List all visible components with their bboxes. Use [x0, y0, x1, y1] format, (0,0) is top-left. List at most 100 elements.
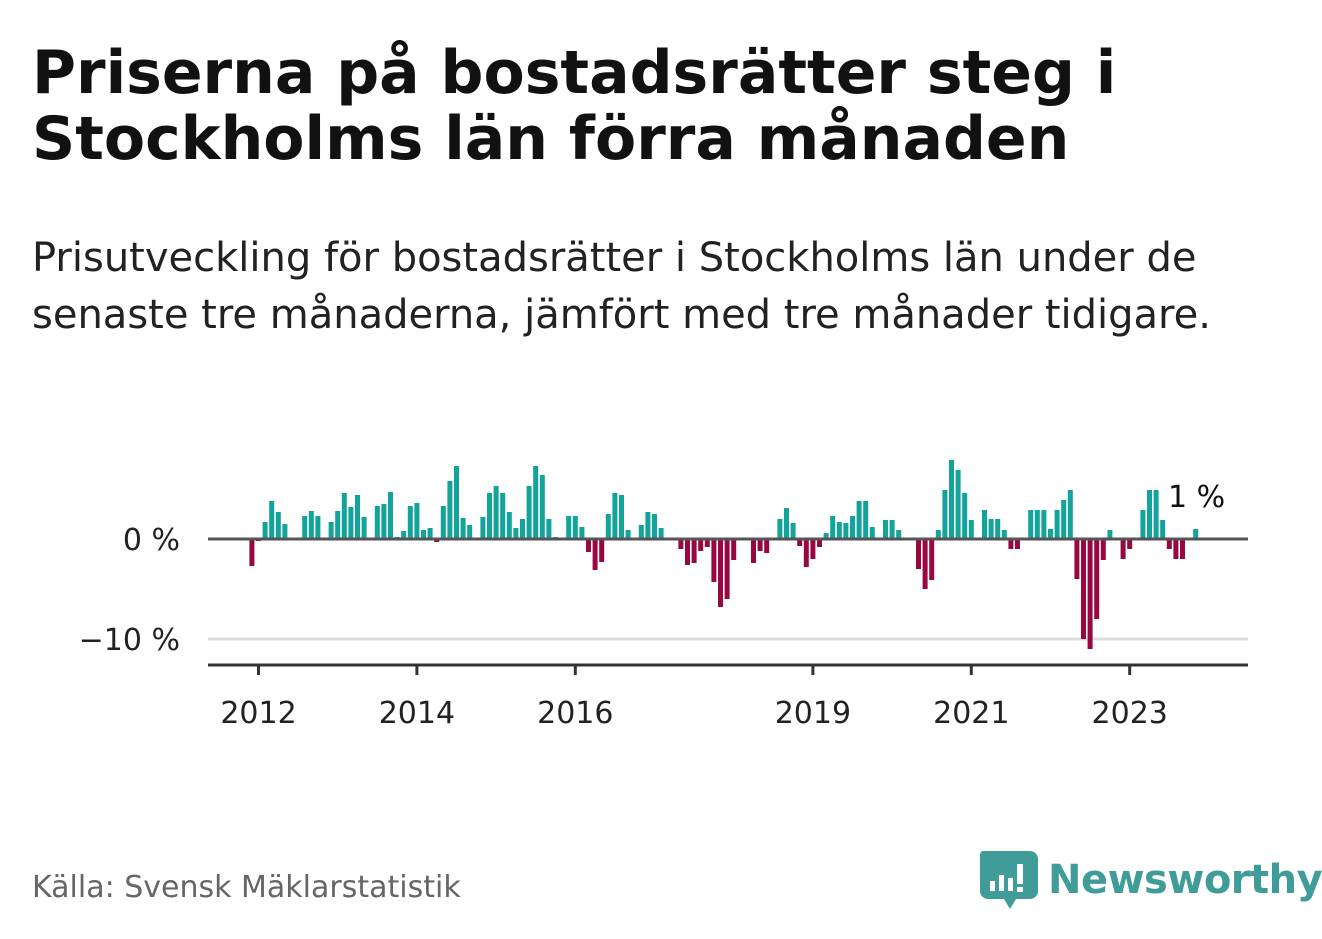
bars	[249, 460, 1199, 649]
bar-2	[262, 522, 268, 539]
bar-112	[988, 519, 994, 539]
bar-104	[935, 530, 941, 539]
bar-87	[823, 533, 829, 539]
bar-60	[645, 512, 651, 539]
y-tick-label-0: 0 %	[123, 523, 180, 558]
bar-105	[942, 490, 948, 539]
newsworthy-logo-text: Newsworthy	[1048, 857, 1322, 903]
bar-136	[1147, 490, 1152, 539]
bar-94	[869, 527, 875, 539]
bar-91	[850, 516, 855, 539]
bar-66	[685, 539, 690, 565]
bar-51	[586, 539, 591, 552]
bar-111	[982, 510, 987, 539]
bar-129	[1100, 539, 1106, 560]
bar-118	[1028, 510, 1034, 539]
bar-139	[1166, 539, 1172, 549]
bar-26	[421, 530, 426, 539]
bar-52	[592, 539, 598, 570]
bar-36	[487, 493, 492, 539]
bar-20	[381, 504, 387, 539]
bar-143	[1193, 529, 1199, 539]
bar-127	[1087, 539, 1093, 649]
bar-38	[500, 493, 506, 539]
bar-103	[929, 539, 935, 580]
x-tick-label-3: 2019	[775, 696, 851, 731]
bar-39	[506, 512, 512, 539]
bar-89	[836, 522, 842, 539]
bar-70	[711, 539, 717, 582]
bar-16	[355, 495, 360, 539]
bar-40	[513, 528, 519, 539]
axes: 0 % −10 % 2012 2014 2016 2019 2021 2023 1 %	[79, 480, 1248, 731]
bar-101	[916, 539, 921, 569]
bar-5	[282, 524, 288, 539]
bar-113	[995, 519, 1001, 539]
bar-30	[447, 481, 453, 539]
bar-80	[777, 519, 783, 539]
bar-13	[335, 511, 341, 539]
bar-0	[249, 539, 255, 566]
bar-23	[401, 531, 407, 539]
bar-130	[1107, 530, 1113, 539]
bar-106	[949, 460, 954, 539]
bar-59	[638, 525, 644, 539]
bar-54	[605, 514, 611, 539]
newsworthy-logo: Newsworthy	[980, 850, 1322, 910]
newsworthy-logo-icon	[980, 851, 1038, 909]
bar-119	[1034, 510, 1040, 539]
bar-33	[467, 525, 473, 539]
bar-57	[625, 530, 631, 539]
bar-chart: 0 % −10 % 2012 2014 2016 2019 2021 2023 1 %	[79, 460, 1248, 731]
bar-3	[269, 501, 275, 539]
bar-48	[566, 516, 572, 539]
x-tick-label-2: 2016	[537, 696, 613, 731]
bar-116	[1015, 539, 1020, 549]
bar-76	[751, 539, 756, 563]
bar-126	[1081, 539, 1086, 639]
bar-133	[1127, 539, 1133, 549]
bar-83	[797, 539, 803, 546]
bar-92	[856, 501, 862, 539]
bar-123	[1061, 500, 1067, 539]
bar-45	[546, 519, 552, 539]
bar-56	[619, 495, 624, 539]
bar-90	[843, 523, 849, 539]
x-tick-label-0: 2012	[220, 696, 296, 731]
annotation-label: 1 %	[1168, 480, 1225, 515]
bar-31	[454, 466, 459, 539]
bar-124	[1067, 490, 1073, 539]
bar-109	[968, 520, 974, 539]
bar-15	[348, 507, 354, 539]
bar-42	[526, 486, 532, 539]
bar-14	[341, 493, 347, 539]
bar-32	[460, 518, 466, 539]
bar-120	[1041, 510, 1047, 539]
bar-19	[374, 506, 380, 539]
bar-128	[1094, 539, 1100, 619]
bar-37	[493, 486, 499, 539]
bar-122	[1054, 510, 1060, 539]
bar-4	[275, 512, 281, 539]
bar-69	[704, 539, 710, 547]
bar-62	[658, 528, 664, 539]
bar-102	[922, 539, 928, 589]
bar-121	[1048, 529, 1053, 539]
bar-96	[883, 520, 888, 539]
bar-17	[361, 517, 367, 539]
bar-77	[757, 539, 763, 551]
bar-61	[652, 514, 657, 539]
bar-85	[810, 539, 816, 559]
bar-108	[962, 493, 968, 539]
bar-135	[1140, 510, 1146, 539]
bar-41	[520, 519, 525, 539]
bar-98	[896, 530, 902, 539]
bar-84	[803, 539, 809, 567]
bar-9	[308, 511, 314, 539]
bar-81	[784, 508, 789, 539]
bar-93	[863, 501, 869, 539]
bar-71	[718, 539, 723, 607]
bar-49	[572, 516, 578, 539]
bar-55	[612, 493, 618, 539]
bar-115	[1008, 539, 1014, 549]
